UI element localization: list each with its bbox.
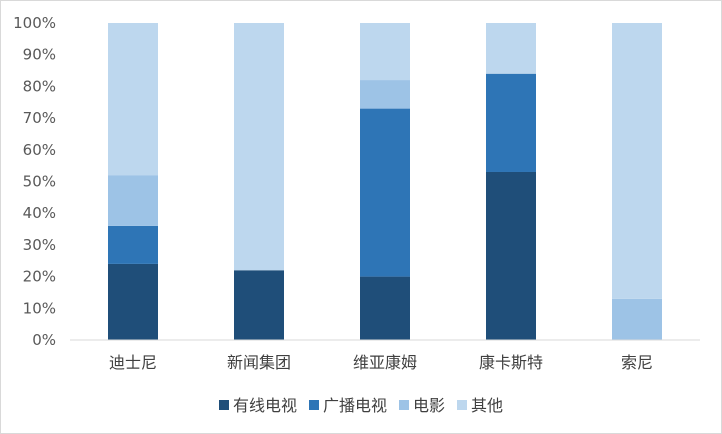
y-tick-label: 50% xyxy=(23,173,56,191)
bar-segment xyxy=(108,175,158,226)
legend-swatch xyxy=(219,400,229,410)
y-tick-label: 100% xyxy=(13,14,56,32)
y-tick-label: 20% xyxy=(23,268,56,286)
bar-segment xyxy=(360,23,410,81)
bar-segment xyxy=(108,263,158,340)
bar-segment xyxy=(360,108,410,277)
y-tick-label: 60% xyxy=(23,141,56,159)
bar-segment xyxy=(612,298,662,340)
legend-swatch xyxy=(399,400,409,410)
bar-segment xyxy=(108,225,158,264)
x-category-label: 康卡斯特 xyxy=(479,353,543,372)
x-category-label: 维亚康姆 xyxy=(353,353,417,372)
bar-segment xyxy=(108,23,158,176)
y-tick-label: 30% xyxy=(23,236,56,254)
bar-segment xyxy=(360,276,410,340)
y-tick-label: 10% xyxy=(23,299,56,317)
legend: 有线电视 广播电视 电影 其他 xyxy=(219,396,503,415)
y-tick-label: 0% xyxy=(32,331,56,349)
bar-segment xyxy=(486,73,536,172)
bar-segment xyxy=(486,23,536,74)
bar-segment xyxy=(360,80,410,109)
y-tick-label: 70% xyxy=(23,109,56,127)
y-axis: 0% 10% 20% 30% 40% 50% 60% 70% 80% 90% 100% xyxy=(13,14,56,349)
bar-segment xyxy=(486,171,536,340)
y-tick-label: 40% xyxy=(23,204,56,222)
legend-label: 有线电视 xyxy=(233,396,297,415)
x-axis: 迪士尼 新闻集团 维亚康姆 康卡斯特 索尼 xyxy=(109,353,653,372)
legend-label: 电影 xyxy=(413,396,445,415)
bar-segment xyxy=(234,270,284,340)
bar-segment xyxy=(234,23,284,271)
legend-label: 广播电视 xyxy=(323,396,387,415)
x-category-label: 新闻集团 xyxy=(227,353,291,372)
bar-segment xyxy=(612,23,662,299)
bars xyxy=(108,23,662,340)
y-tick-label: 80% xyxy=(23,77,56,95)
legend-label: 其他 xyxy=(471,396,503,415)
legend-swatch xyxy=(309,400,319,410)
legend-swatch xyxy=(457,400,467,410)
x-category-label: 迪士尼 xyxy=(109,353,157,372)
y-tick-label: 90% xyxy=(23,46,56,64)
x-category-label: 索尼 xyxy=(621,353,653,372)
